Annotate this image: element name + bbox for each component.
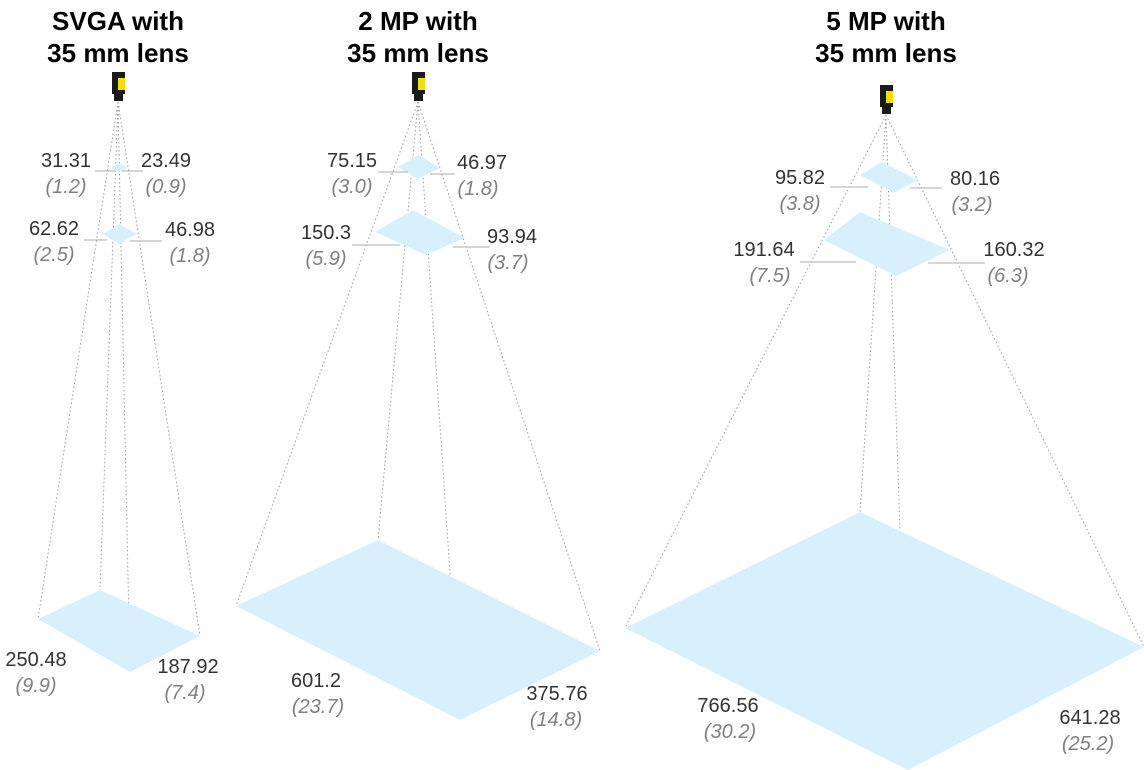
height-inch: (3.2) [951, 194, 992, 216]
view-plane-mid [103, 224, 137, 244]
height-inch: (14.8) [530, 709, 582, 731]
height-value: 46.97 [457, 152, 507, 174]
panel-title-line1: 2 MP with [358, 6, 477, 36]
width-value: 62.62 [29, 218, 79, 240]
height-value: 93.94 [487, 226, 537, 248]
height-value: 80.16 [950, 168, 1000, 190]
panel-title-line1: 5 MP with [826, 6, 945, 36]
view-plane-far [236, 540, 600, 720]
panel-title-line2: 35 mm lens [815, 38, 957, 68]
width-value: 250.48 [5, 649, 66, 671]
height-value: 160.32 [983, 239, 1044, 261]
width-value: 601.2 [291, 670, 341, 692]
height-value: 23.49 [141, 150, 191, 172]
height-value: 46.98 [165, 219, 215, 241]
view-rays [37, 101, 201, 673]
height-value: 375.76 [526, 683, 587, 705]
panel-title-line2: 35 mm lens [47, 38, 189, 68]
width-inch: (3.0) [331, 176, 372, 198]
view-rays [624, 114, 1144, 770]
width-value: 191.64 [733, 239, 794, 261]
camera-icon [412, 72, 425, 101]
width-inch: (5.9) [305, 248, 346, 270]
width-inch: (2.5) [33, 244, 74, 266]
view-plane-near [860, 162, 918, 193]
height-inch: (25.2) [1062, 733, 1114, 755]
panel-title-line1: SVGA with [52, 6, 184, 36]
panel-2mp: 2 MP with 35 mm lens 75.15 (3.0) 46.97 (… [235, 6, 601, 731]
width-value: 31.31 [41, 150, 91, 172]
height-inch: (7.4) [164, 682, 205, 704]
width-inch: (3.8) [779, 193, 820, 215]
height-inch: (3.7) [487, 252, 528, 274]
view-plane-mid [375, 210, 465, 255]
height-value: 187.92 [157, 656, 218, 678]
view-plane-far [625, 512, 1144, 770]
width-value: 766.56 [697, 695, 758, 717]
panel-title-line2: 35 mm lens [347, 38, 489, 68]
view-plane-near [398, 155, 440, 179]
height-inch: (0.9) [145, 176, 186, 198]
width-inch: (9.9) [15, 675, 56, 697]
view-plane-mid [824, 212, 950, 276]
width-value: 95.82 [775, 167, 825, 189]
height-inch: (1.8) [457, 178, 498, 200]
height-value: 641.28 [1059, 707, 1120, 729]
camera-icon [112, 72, 125, 101]
view-plane-far [38, 590, 200, 672]
camera-icon [880, 85, 893, 114]
width-value: 75.15 [327, 150, 377, 172]
width-inch: (30.2) [704, 721, 756, 743]
panel-svga: SVGA with 35 mm lens 31.31 (1.2) 23.49 (… [5, 6, 218, 704]
view-plane-near [111, 163, 128, 173]
panel-5mp: 5 MP with 35 mm lens 95.82 (3.8) 80.16 (… [624, 6, 1144, 770]
width-inch: (23.7) [292, 696, 344, 718]
height-inch: (1.8) [169, 245, 210, 267]
width-inch: (1.2) [45, 176, 86, 198]
height-inch: (6.3) [987, 265, 1028, 287]
width-inch: (7.5) [749, 265, 790, 287]
width-value: 150.3 [301, 222, 351, 244]
